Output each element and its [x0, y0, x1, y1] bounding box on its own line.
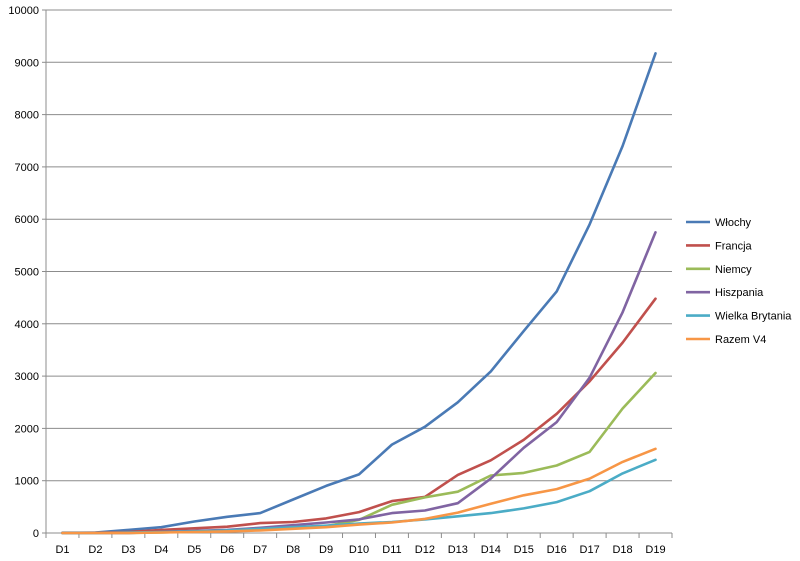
x-tick-label: D19: [645, 544, 665, 556]
x-tick-label: D15: [514, 544, 534, 556]
y-tick-label: 6000: [15, 214, 39, 226]
y-axis-ticks: 0 1000 2000 3000 4000 5000 6000 7000 8000 9000 100…: [8, 5, 46, 540]
legend-label: Razem V4: [715, 334, 766, 346]
legend-label: Hiszpania: [715, 287, 764, 299]
x-tick-label: D7: [253, 544, 267, 556]
x-tick-label: D10: [349, 544, 369, 556]
y-tick-label: 8000: [15, 110, 39, 122]
x-tick-label: D9: [319, 544, 333, 556]
series-lines: [61, 52, 657, 535]
series-line-1: [61, 52, 657, 535]
y-tick-label: 4000: [15, 319, 39, 331]
y-tick-label: 1000: [15, 476, 39, 488]
legend-label: Francja: [715, 240, 753, 252]
y-tick-label: 3000: [15, 371, 39, 383]
x-tick-label: D18: [612, 544, 632, 556]
series-line-5: [61, 458, 657, 535]
x-tick-label: D16: [547, 544, 567, 556]
x-tick-label: D2: [88, 544, 102, 556]
y-tick-label: 0: [33, 528, 39, 540]
y-tick-label: 10000: [8, 5, 39, 17]
series-line-3: [61, 371, 657, 535]
x-tick-label: D17: [580, 544, 600, 556]
legend-label: Wielka Brytania: [715, 311, 792, 323]
x-tick-label: D1: [55, 544, 69, 556]
x-tick-label: D13: [448, 544, 468, 556]
x-tick-label: D5: [187, 544, 201, 556]
x-tick-label: D8: [286, 544, 300, 556]
legend: Włochy Francja Niemcy Hiszpania Wielka Bryta…: [686, 217, 792, 346]
y-tick-label: 7000: [15, 162, 39, 174]
x-tick-label: D3: [121, 544, 135, 556]
series-line-4: [61, 231, 657, 535]
series-line-2: [61, 297, 657, 535]
legend-label: Niemcy: [715, 264, 752, 276]
x-axis-ticks: D1 D2 D3 D4 D5 D6 D7 D8 D9 D10 D11 D12 D13 D14 D15 D16 D…: [45, 533, 673, 556]
grid-lines: [46, 9, 672, 482]
x-tick-label: D6: [220, 544, 234, 556]
y-tick-label: 5000: [15, 267, 39, 279]
series-line-6: [61, 447, 657, 535]
x-tick-label: D4: [154, 544, 168, 556]
x-tick-label: D14: [481, 544, 501, 556]
x-tick-label: D11: [382, 544, 401, 556]
legend-label: Włochy: [715, 217, 752, 229]
y-tick-label: 9000: [15, 57, 39, 69]
y-tick-label: 2000: [15, 423, 39, 435]
x-tick-label: D12: [415, 544, 435, 556]
